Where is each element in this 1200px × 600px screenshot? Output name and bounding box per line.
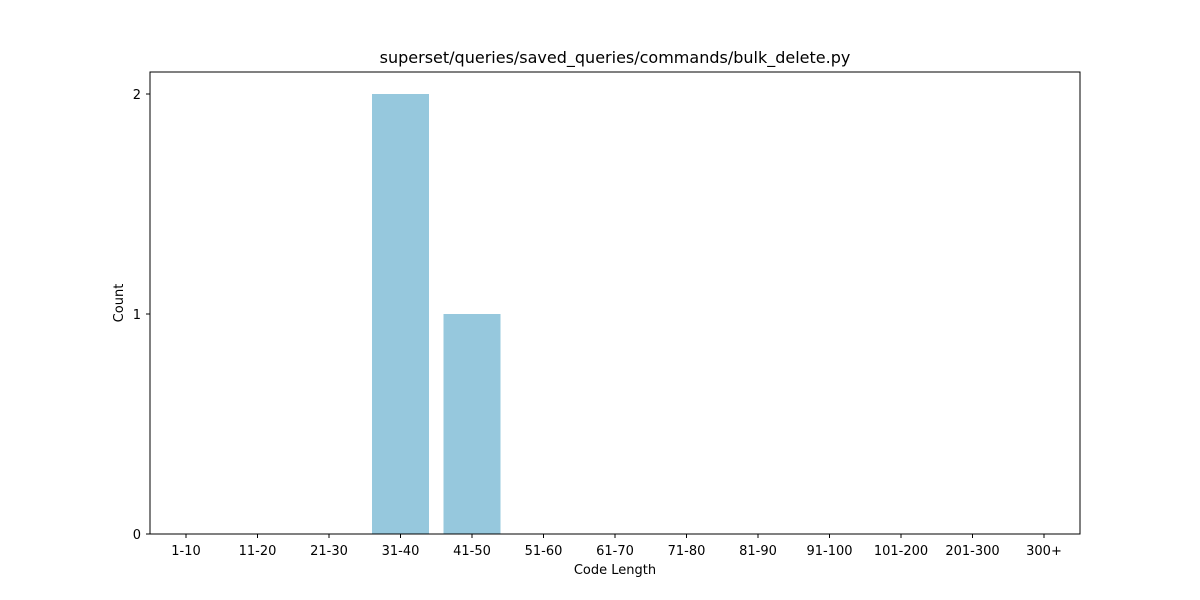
x-tick-label: 31-40	[382, 544, 420, 559]
x-tick-label: 11-20	[239, 544, 277, 559]
x-tick-label: 71-80	[668, 544, 706, 559]
y-tick-label: 2	[133, 88, 141, 103]
chart-title: superset/queries/saved_queries/commands/…	[380, 48, 851, 68]
x-tick-label: 91-100	[806, 544, 852, 559]
x-tick-label: 1-10	[171, 544, 201, 559]
x-axis-label: Code Length	[574, 563, 656, 578]
x-tick-label: 300+	[1026, 544, 1062, 559]
y-tick-label: 1	[133, 308, 141, 323]
y-tick-label: 0	[133, 528, 141, 543]
bars-group	[372, 94, 501, 534]
x-tick-label: 51-60	[525, 544, 563, 559]
x-tick-label: 61-70	[596, 544, 634, 559]
x-axis-ticks: 1-10 11-20 21-30 31-40 41-50 51-60 61-70 71-80 8…	[171, 534, 1062, 559]
x-tick-label: 81-90	[739, 544, 777, 559]
x-tick-label: 201-300	[945, 544, 999, 559]
y-axis-ticks: 0 1 2	[133, 88, 150, 543]
plot-area-frame	[149, 71, 1081, 535]
y-axis-label: Count	[112, 284, 127, 323]
x-tick-label: 41-50	[453, 544, 491, 559]
bar-31-40	[372, 94, 429, 534]
bar-41-50	[443, 314, 501, 534]
x-tick-label: 101-200	[874, 544, 928, 559]
x-tick-label: 21-30	[310, 544, 348, 559]
